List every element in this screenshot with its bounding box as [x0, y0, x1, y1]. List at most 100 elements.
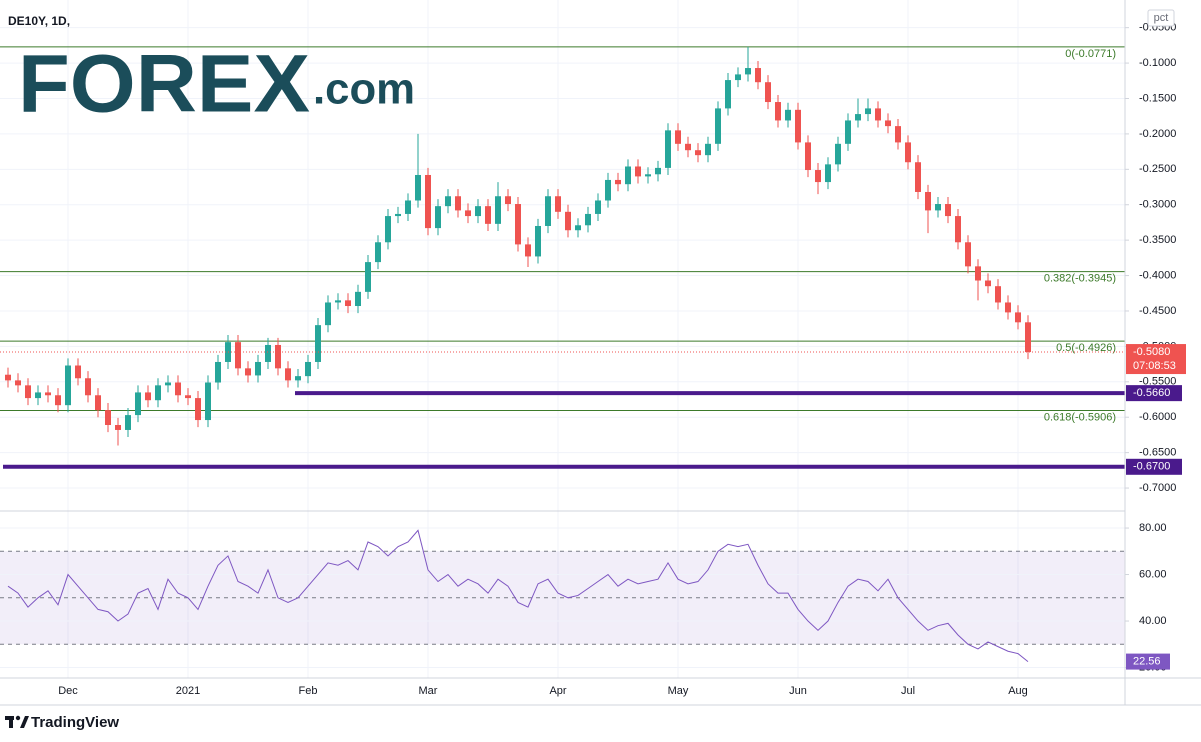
x-tick-label: May [668, 685, 689, 697]
candle-body [825, 164, 831, 183]
rsi-last-label: 22.56 [1133, 655, 1161, 667]
candle-body [835, 143, 841, 165]
candle-body [995, 286, 1001, 303]
candle-body [75, 365, 81, 379]
candle-body [715, 108, 721, 144]
candle-body [585, 213, 591, 226]
candle-body [375, 242, 381, 263]
candle-body [205, 382, 211, 421]
candle-body [395, 213, 401, 217]
y-tick-label: -0.1000 [1139, 57, 1176, 69]
candle-body [35, 392, 41, 399]
candle-body [935, 204, 941, 211]
candle-body [485, 206, 491, 224]
candle-body [165, 382, 171, 386]
unit-box [1147, 9, 1175, 27]
x-tick-label: Aug [1008, 685, 1028, 697]
candle-body [965, 242, 971, 267]
candle-body [315, 325, 321, 362]
y-tick-label: -0.3500 [1139, 234, 1176, 246]
y-tick-label: -0.0500 [1139, 22, 1176, 34]
countdown-label: 07:08:53 [1133, 360, 1176, 372]
last-price-box [1126, 344, 1186, 375]
candle-body [305, 361, 311, 377]
candle-body [565, 211, 571, 231]
fib-level-label: 0.5(-0.4926) [1056, 342, 1116, 354]
x-tick-label: Apr [549, 685, 566, 697]
candle-body [955, 216, 961, 243]
candle-body [345, 300, 351, 307]
candle-body [505, 196, 511, 205]
candle-body [85, 378, 91, 396]
symbol-title: DE10Y, 1D, [8, 14, 70, 28]
candle-body [245, 368, 251, 376]
candle-body [915, 162, 921, 192]
candle-body [385, 216, 391, 243]
candle-body [195, 398, 201, 421]
candle-body [1015, 312, 1021, 323]
rsi-last-label-box [1126, 653, 1170, 670]
y-tick-label: -0.1500 [1139, 92, 1176, 104]
candle-body [355, 291, 361, 307]
candle-body [895, 126, 901, 143]
candle-body [235, 342, 241, 369]
candle-body [255, 361, 261, 376]
candle-body [875, 108, 881, 121]
candle-body [45, 392, 51, 396]
unit-label: pct [1154, 12, 1169, 24]
candle-body [685, 143, 691, 151]
y-tick-label: -0.6000 [1139, 411, 1176, 423]
candle-body [25, 385, 31, 399]
candle-body [155, 385, 161, 401]
candle-body [975, 266, 981, 281]
candle-body [265, 344, 271, 362]
candle-body [435, 206, 441, 229]
candle-body [1025, 322, 1031, 353]
candle-body [705, 143, 711, 156]
candle-body [95, 395, 101, 411]
candle-body [425, 174, 431, 229]
layer: Dec 2021 Feb Mar Apr May Jun Jul Aug -0.0500 -0.10… [0, 0, 1186, 697]
candle-body [735, 74, 741, 81]
candle-body [625, 166, 631, 185]
candle-body [175, 382, 181, 396]
y-tick-label: -0.4000 [1139, 269, 1176, 281]
candle-body [105, 410, 111, 426]
candle-body [445, 196, 451, 207]
x-tick-label: Jul [901, 685, 915, 697]
tradingview-icon [5, 715, 29, 728]
candle-body [855, 114, 861, 121]
y-tick-label: -0.3000 [1139, 199, 1176, 211]
candle-body [1005, 302, 1011, 313]
y-tick-label: -0.2000 [1139, 128, 1176, 140]
y-tick-label: -0.4500 [1139, 305, 1176, 317]
candle-body [605, 179, 611, 201]
candle-body [555, 196, 561, 212]
support-label-box [1126, 385, 1182, 402]
candle-body [985, 280, 991, 287]
icon-part [15, 715, 21, 721]
candle-body [525, 244, 531, 257]
candle-body [365, 262, 371, 292]
candle-body [55, 395, 61, 406]
candle-body [845, 120, 851, 144]
candle-body [65, 365, 71, 406]
candle-body [285, 368, 291, 381]
candle-body [405, 200, 411, 214]
support-label: -0.6700 [1133, 461, 1170, 473]
candle-body [575, 225, 581, 231]
x-tick-label: Mar [419, 685, 438, 697]
candle-body [765, 82, 771, 103]
y-tick-label: -0.7000 [1139, 482, 1176, 494]
candle-body [125, 415, 131, 430]
candle-body [755, 68, 761, 83]
x-tick-label: Dec [58, 685, 78, 697]
candle-body [865, 108, 871, 115]
candle-body [945, 204, 951, 217]
logo-brand: FOREX [18, 39, 310, 130]
candle-body [795, 109, 801, 143]
icon-part [9, 716, 13, 728]
candle-body [465, 210, 471, 217]
candle-body [645, 174, 651, 177]
